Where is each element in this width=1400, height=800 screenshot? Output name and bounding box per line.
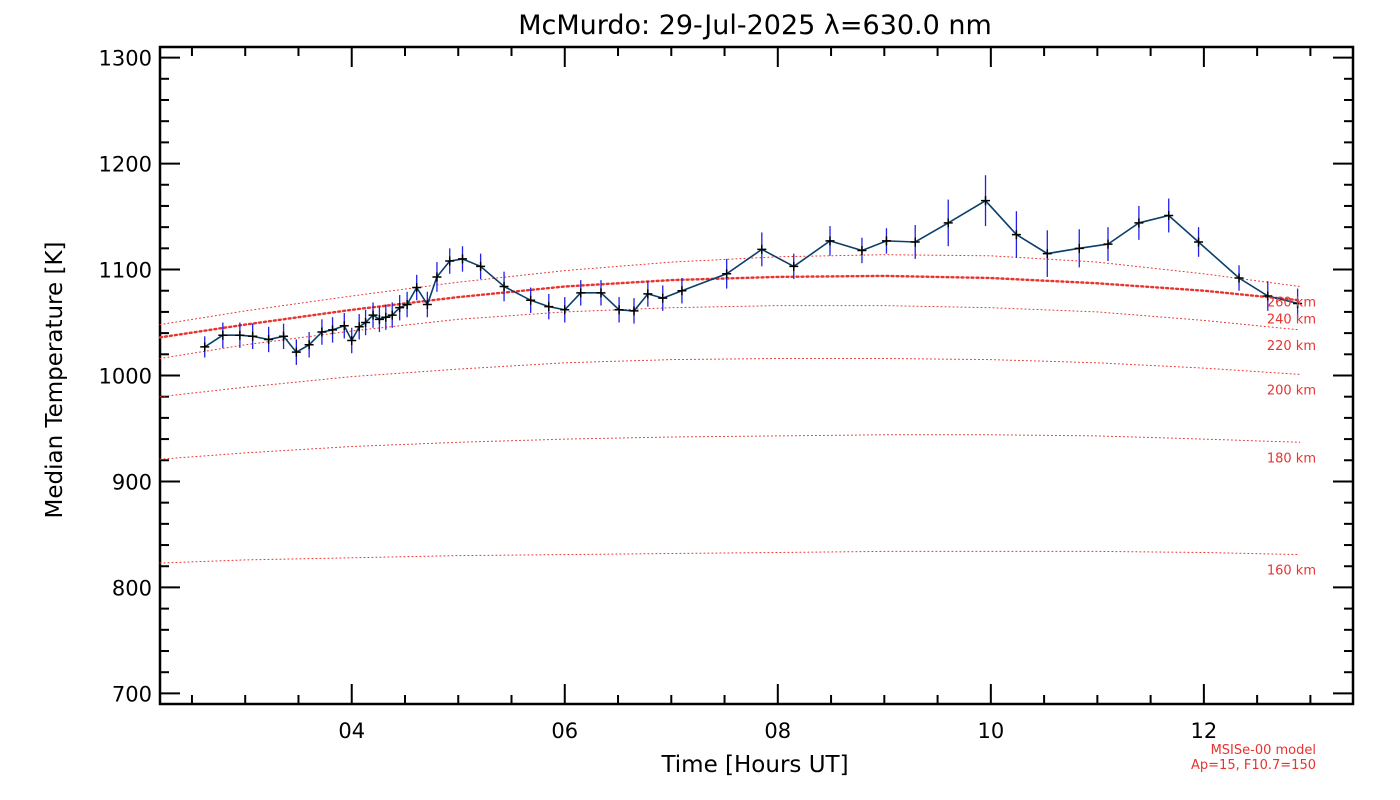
model-note-line-1: MSISe-00 model xyxy=(1211,743,1316,758)
data-point-marker xyxy=(291,347,301,357)
data-point-marker xyxy=(881,236,891,246)
x-tick-label: 10 xyxy=(977,719,1004,743)
data-point-marker xyxy=(1234,273,1244,283)
model-curve-240-km xyxy=(158,274,1301,339)
data-point-marker xyxy=(361,318,371,328)
data-point-marker xyxy=(757,244,767,254)
data-point-marker xyxy=(200,342,210,352)
data-point-marker xyxy=(544,302,554,312)
data-point-marker xyxy=(339,321,349,331)
data-point-marker xyxy=(218,330,228,340)
model-note-line-2: Ap=15, F10.7=150 xyxy=(1191,758,1316,773)
y-tick-label: 700 xyxy=(112,682,152,706)
data-point-marker xyxy=(264,334,274,344)
data-point-marker xyxy=(526,295,536,305)
data-point-marker xyxy=(1042,249,1052,259)
y-tick-label: 1300 xyxy=(99,47,152,71)
data-point-marker xyxy=(458,254,468,264)
data-point-marker xyxy=(910,237,920,247)
data-point-marker xyxy=(658,293,668,303)
data-point-marker xyxy=(499,281,509,291)
data-point-marker xyxy=(614,305,624,315)
data-point-marker xyxy=(304,340,314,350)
data-point-marker xyxy=(1164,210,1174,220)
data-point-marker xyxy=(445,256,455,266)
data-point-marker xyxy=(381,312,391,322)
model-curve-label: 220 km xyxy=(1267,339,1316,354)
data-point-marker xyxy=(248,331,258,341)
model-curves-layer xyxy=(158,254,1301,564)
data-point-marker xyxy=(374,314,384,324)
data-point-marker xyxy=(857,245,867,255)
data-point-marker xyxy=(560,305,570,315)
error-bars-layer xyxy=(204,175,1299,365)
data-point-marker xyxy=(576,288,586,298)
data-point-marker xyxy=(279,331,289,341)
data-point-marker xyxy=(387,310,397,320)
model-curve-label: 180 km xyxy=(1267,451,1316,466)
data-point-marker xyxy=(412,283,422,293)
chart-title: McMurdo: 29-Jul-2025 λ=630.0 nm xyxy=(518,10,992,41)
x-tick-label: 08 xyxy=(764,719,791,743)
text-layer: McMurdo: 29-Jul-2025 λ=630.0 nm Time [Ho… xyxy=(42,10,1316,778)
data-point-marker xyxy=(235,330,245,340)
data-point-marker xyxy=(328,325,338,335)
x-tick-label: 06 xyxy=(551,719,578,743)
y-tick-label: 1200 xyxy=(99,153,152,177)
model-curve-label: 200 km xyxy=(1267,383,1316,398)
x-axis-label: Time [Hours UT] xyxy=(660,752,848,778)
data-point-marker xyxy=(368,310,378,320)
x-tick-label: 04 xyxy=(338,719,365,743)
data-point-marker xyxy=(317,327,327,337)
data-point-marker xyxy=(825,236,835,246)
data-point-marker xyxy=(1103,239,1113,249)
data-point-marker xyxy=(789,261,799,271)
data-point-marker xyxy=(402,300,412,310)
y-tick-label: 1000 xyxy=(99,365,152,389)
model-curve-180-km xyxy=(159,434,1301,460)
data-point-marker xyxy=(981,196,991,206)
y-tick-label: 1100 xyxy=(99,259,152,283)
data-markers-layer xyxy=(200,196,1303,357)
plot-frame-layer xyxy=(158,45,1355,706)
x-tick-label: 12 xyxy=(1191,719,1218,743)
data-point-marker xyxy=(677,286,687,296)
model-curve-label: 160 km xyxy=(1267,564,1316,579)
model-curve-label: 260 km xyxy=(1267,295,1316,310)
model-curve-260-km xyxy=(159,254,1301,326)
data-point-marker xyxy=(476,261,486,271)
data-point-marker xyxy=(354,322,364,332)
data-point-marker xyxy=(596,288,606,298)
data-line-layer xyxy=(204,199,1298,354)
data-point-marker xyxy=(1263,291,1273,301)
model-curve-label: 240 km xyxy=(1267,312,1316,327)
y-tick-label: 800 xyxy=(112,576,152,600)
y-axis-label: Median Temperature [K] xyxy=(42,242,68,519)
data-point-marker xyxy=(432,272,442,282)
data-point-marker xyxy=(422,300,432,310)
data-point-marker xyxy=(1074,243,1084,253)
data-point-marker xyxy=(1011,230,1021,240)
y-tick-label: 900 xyxy=(112,470,152,494)
model-curve-220-km xyxy=(159,305,1301,359)
data-point-marker xyxy=(1134,218,1144,228)
data-line xyxy=(204,199,1298,354)
data-point-marker xyxy=(1293,298,1303,308)
data-point-marker xyxy=(629,306,639,316)
data-point-marker xyxy=(347,336,357,346)
data-point-marker xyxy=(722,269,732,279)
model-curve-200-km xyxy=(159,358,1301,398)
model-curve-160-km xyxy=(159,550,1301,564)
data-point-marker xyxy=(643,289,653,299)
plot-frame xyxy=(158,45,1355,706)
data-point-marker xyxy=(395,303,405,313)
data-point-marker xyxy=(1194,237,1204,247)
data-point-marker xyxy=(943,218,953,228)
